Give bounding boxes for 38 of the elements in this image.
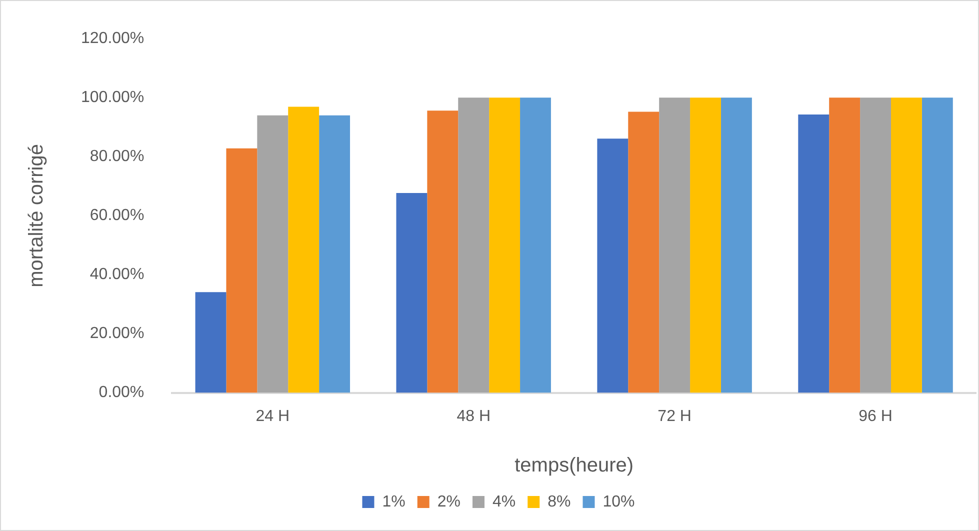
x-tick-label: 96 H bbox=[858, 408, 892, 425]
y-tick-label: 40.00% bbox=[90, 266, 144, 284]
bar bbox=[628, 112, 660, 393]
x-tick-label: 72 H bbox=[658, 408, 692, 425]
bar bbox=[396, 192, 428, 393]
y-tick-label: 20.00% bbox=[90, 325, 144, 342]
x-tick-label: 24 H bbox=[256, 408, 290, 425]
y-tick-label: 0.00% bbox=[98, 384, 144, 402]
y-axis-title: mortalité corrigé bbox=[26, 144, 48, 288]
legend-label: 8% bbox=[548, 493, 571, 510]
bar bbox=[798, 114, 830, 393]
bar bbox=[829, 98, 860, 393]
bar bbox=[860, 98, 891, 393]
bar bbox=[597, 138, 628, 393]
bar bbox=[427, 110, 458, 393]
y-tick-label: 120.00% bbox=[80, 30, 144, 48]
y-tick-label: 80.00% bbox=[90, 148, 144, 166]
legend-label: 10% bbox=[602, 493, 635, 510]
legend-label: 1% bbox=[382, 493, 406, 510]
bar bbox=[319, 115, 350, 393]
bar bbox=[890, 98, 922, 393]
y-tick-label: 100.00% bbox=[80, 89, 144, 106]
bar bbox=[458, 98, 490, 393]
legend-label: 4% bbox=[492, 493, 516, 510]
bar bbox=[288, 106, 320, 393]
bar bbox=[520, 98, 551, 393]
bar bbox=[720, 98, 752, 393]
bar bbox=[922, 98, 953, 393]
bar bbox=[690, 98, 721, 393]
bar bbox=[659, 98, 690, 393]
bar bbox=[489, 98, 520, 393]
bar bbox=[226, 148, 258, 393]
legend-label: 2% bbox=[437, 493, 460, 510]
bar bbox=[195, 292, 226, 393]
y-tick-label: 60.00% bbox=[90, 207, 144, 224]
x-axis-title: temps(heure) bbox=[514, 454, 634, 477]
x-tick-label: 48 H bbox=[456, 408, 490, 425]
bar bbox=[257, 115, 288, 393]
